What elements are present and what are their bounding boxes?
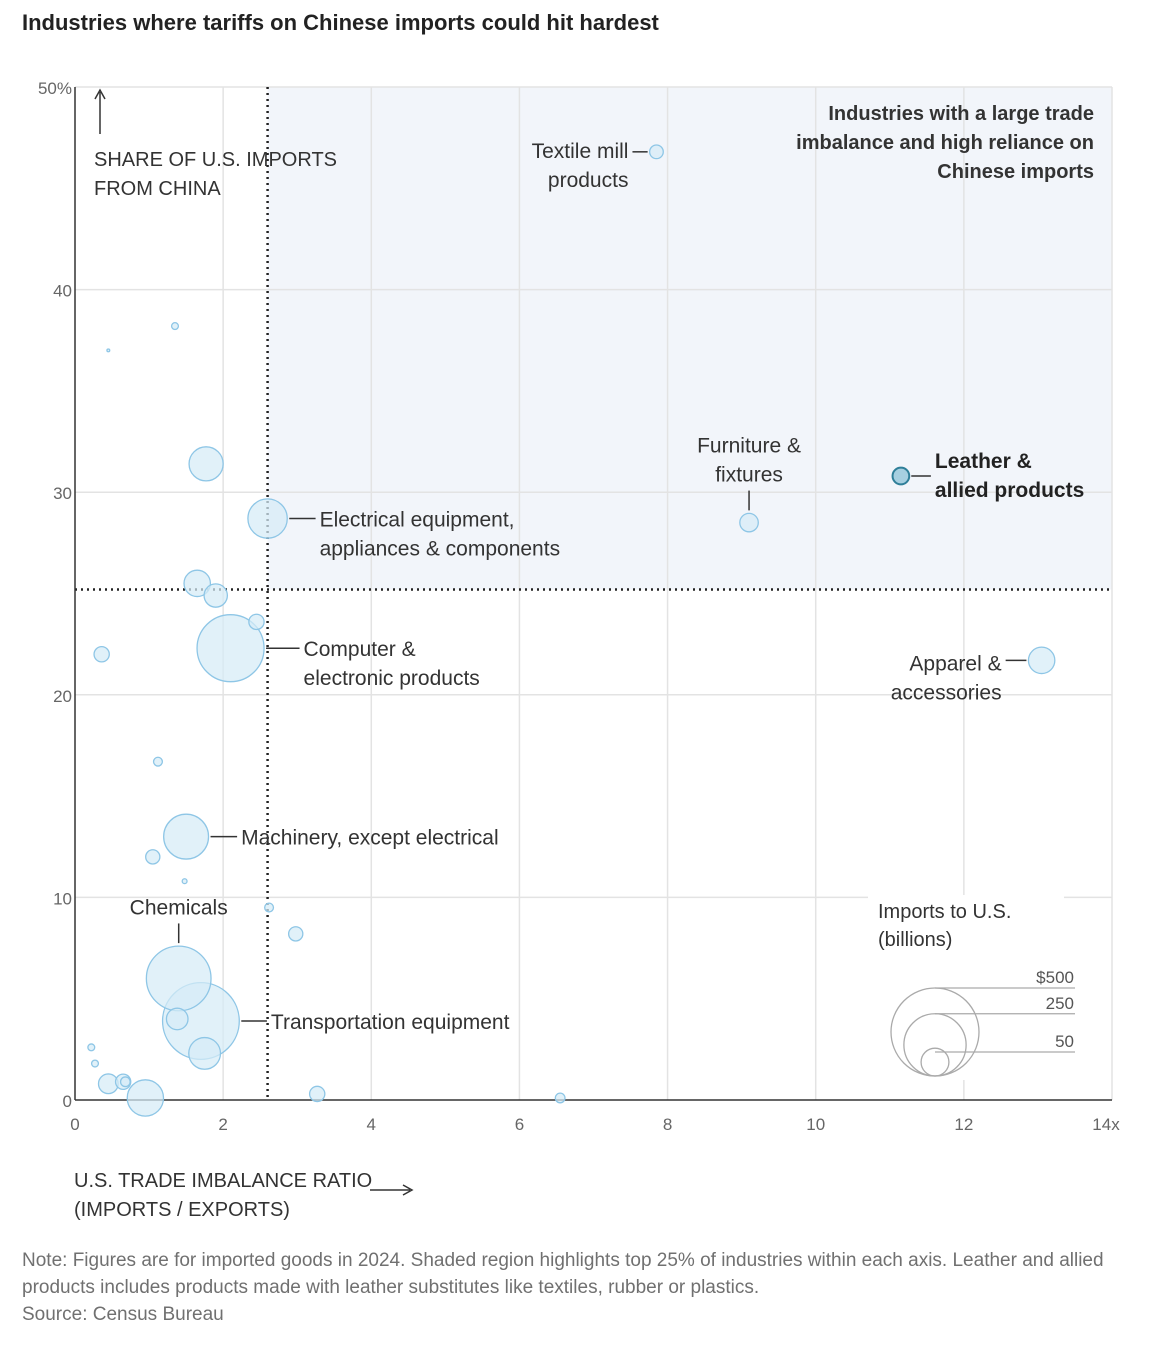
size-legend-title: (billions) bbox=[878, 929, 952, 951]
bubble-label: allied products bbox=[935, 479, 1084, 502]
x-tick-label: 4 bbox=[367, 1115, 376, 1134]
bubble-leather-allied-products bbox=[891, 466, 911, 486]
size-legend-label: 250 bbox=[1046, 994, 1074, 1013]
bubble-chart: 0 2 4 6 8 10 12 14x 0 10 20 30 40 50% SHARE OF U.S. IM… bbox=[38, 79, 1120, 1221]
y-tick-label: 10 bbox=[53, 889, 72, 908]
threshold-lines bbox=[75, 87, 1112, 1100]
bubble bbox=[106, 348, 111, 353]
x-axis-arrowhead bbox=[402, 1184, 414, 1196]
bubble bbox=[90, 1059, 100, 1068]
axes: 0 2 4 6 8 10 12 14x 0 10 20 30 40 50% SHARE OF U.S. IM… bbox=[38, 79, 1120, 1221]
bubble bbox=[170, 322, 180, 331]
bubble bbox=[126, 1079, 165, 1117]
bubble-textile-mill-products bbox=[648, 144, 664, 160]
x-tick-label: 0 bbox=[70, 1115, 79, 1134]
y-axis-title: FROM CHINA bbox=[94, 178, 221, 200]
bubble-label: accessories bbox=[891, 681, 1002, 704]
bubble-label: electronic products bbox=[304, 667, 480, 690]
bubble-label: Apparel & bbox=[909, 652, 1001, 675]
x-axis-title: U.S. TRADE IMBALANCE RATIO bbox=[74, 1170, 372, 1192]
x-tick-label: 14x bbox=[1092, 1115, 1120, 1134]
bubble bbox=[248, 613, 265, 631]
y-axis-title: SHARE OF U.S. IMPORTS bbox=[94, 149, 337, 171]
bubble bbox=[183, 569, 212, 598]
bubble bbox=[554, 1092, 566, 1104]
y-axis-arrowhead bbox=[94, 88, 106, 100]
bubble bbox=[165, 1007, 189, 1031]
bubble bbox=[87, 1043, 96, 1052]
bubble-label: Computer & bbox=[304, 638, 416, 661]
bubble-electrical-equipment-appliances-components bbox=[247, 498, 288, 539]
bubble-chemicals bbox=[145, 945, 212, 1012]
bubble-label: Leather & bbox=[935, 450, 1032, 473]
bubble-label: Chemicals bbox=[130, 896, 228, 919]
x-tick-label: 2 bbox=[218, 1115, 227, 1134]
y-tick-label: 40 bbox=[53, 282, 72, 301]
y-tick-label: 20 bbox=[53, 687, 72, 706]
bubble bbox=[188, 446, 224, 482]
bubble bbox=[287, 926, 304, 942]
chart-title: Industries where tariffs on Chinese impo… bbox=[22, 10, 659, 35]
bubble bbox=[188, 1036, 222, 1070]
bubble-label: Electrical equipment, bbox=[320, 509, 515, 532]
bubble bbox=[152, 756, 164, 767]
size-legend-circle bbox=[920, 1047, 950, 1077]
note-text: Note: Figures are for imported goods in … bbox=[22, 1250, 1104, 1298]
shaded-region-label: Industries with a large trade bbox=[828, 103, 1094, 125]
bubble bbox=[203, 583, 229, 608]
bubble bbox=[308, 1085, 326, 1103]
bubble bbox=[119, 1076, 131, 1088]
size-legend-title: Imports to U.S. bbox=[878, 901, 1011, 923]
bubble bbox=[181, 878, 188, 885]
size-legend-label: $500 bbox=[1036, 968, 1074, 987]
size-legend-label: 50 bbox=[1055, 1032, 1074, 1051]
bubble-label: fixtures bbox=[715, 464, 783, 487]
chart-footnote: Note: Figures are for imported goods in … bbox=[22, 1247, 1122, 1328]
bubble-label: Transportation equipment bbox=[271, 1011, 510, 1034]
x-tick-label: 10 bbox=[806, 1115, 825, 1134]
bubble bbox=[264, 902, 275, 913]
shaded-region-layer bbox=[267, 87, 1113, 590]
bubble-label: Textile mill bbox=[532, 140, 629, 163]
bubble-label: Machinery, except electrical bbox=[241, 827, 499, 850]
bubble-apparel-accessories bbox=[1027, 646, 1056, 675]
bubble-label: appliances & components bbox=[320, 538, 560, 561]
x-tick-label: 6 bbox=[515, 1115, 524, 1134]
shaded-region bbox=[267, 87, 1113, 590]
source-text: Source: Census Bureau bbox=[22, 1304, 224, 1325]
bubble-machinery-except-electrical bbox=[163, 813, 210, 860]
bubble-furniture-fixtures bbox=[739, 512, 759, 533]
shaded-region-label: imbalance and high reliance on bbox=[796, 132, 1094, 154]
y-tick-label: 30 bbox=[53, 484, 72, 503]
y-tick-label: 50% bbox=[38, 79, 72, 98]
bubble-label: products bbox=[548, 169, 629, 192]
bubble-label: Furniture & bbox=[697, 435, 801, 458]
y-tick-label: 0 bbox=[63, 1092, 72, 1111]
bubbles bbox=[87, 144, 1056, 1117]
x-tick-label: 12 bbox=[954, 1115, 973, 1134]
bubble bbox=[93, 646, 110, 663]
size-legend: Imports to U.S. (billions) $500 250 50 bbox=[868, 895, 1075, 1080]
bubble bbox=[145, 849, 161, 865]
bubble-computer-electronic-products bbox=[196, 614, 265, 683]
shaded-region-label: Chinese imports bbox=[937, 161, 1094, 183]
bubble-labels: Textile mill products Leather & allied prod… bbox=[130, 140, 1085, 1034]
x-axis-title: (IMPORTS / EXPORTS) bbox=[74, 1199, 290, 1221]
x-tick-label: 8 bbox=[663, 1115, 672, 1134]
